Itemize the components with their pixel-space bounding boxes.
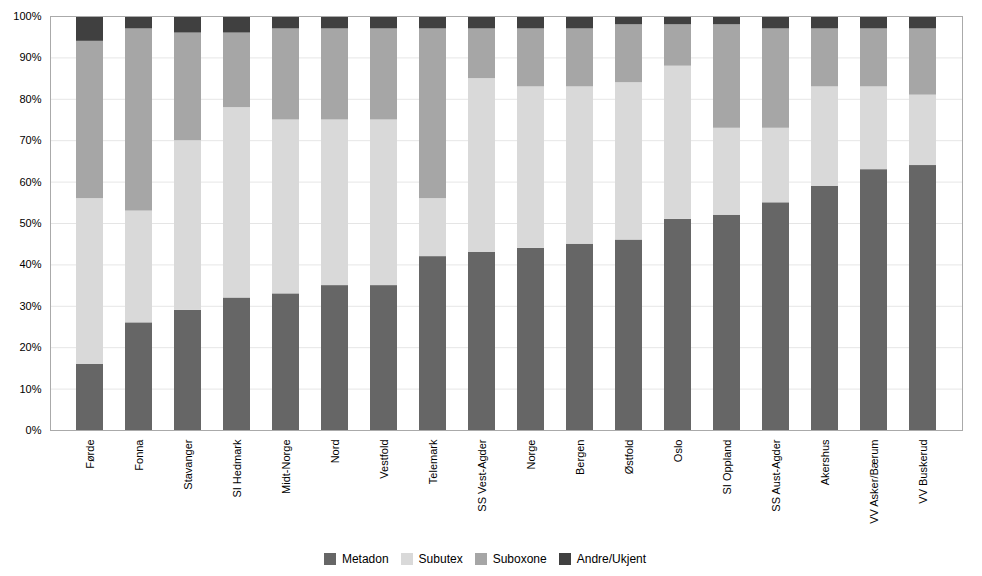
- svg-text:100%: 100%: [13, 10, 41, 22]
- svg-text:SI Oppland: SI Oppland: [721, 440, 733, 495]
- svg-text:SI Hedmark: SI Hedmark: [231, 439, 243, 498]
- svg-text:60%: 60%: [19, 176, 41, 188]
- svg-text:Bergen: Bergen: [574, 440, 586, 475]
- svg-text:Telemark: Telemark: [427, 439, 439, 484]
- svg-text:Norge: Norge: [525, 440, 537, 470]
- svg-text:Nord: Nord: [329, 440, 341, 464]
- svg-text:30%: 30%: [19, 300, 41, 312]
- html-text:Metadon: Metadon: [341, 551, 389, 566]
- svg-text:Midt-Norge: Midt-Norge: [280, 440, 292, 494]
- svg-text:80%: 80%: [19, 93, 41, 105]
- html-text:Subutex: Subutex: [418, 551, 463, 566]
- svg-text:VV Asker/Bærum: VV Asker/Bærum: [868, 440, 880, 524]
- svg-text:Oslo: Oslo: [672, 440, 684, 463]
- svg-text:50%: 50%: [19, 217, 41, 229]
- svg-text:Østfold: Østfold: [623, 440, 635, 475]
- svg-text:Fonna: Fonna: [133, 439, 145, 471]
- svg-text:0%: 0%: [26, 424, 42, 436]
- svg-text:90%: 90%: [19, 51, 41, 63]
- svg-text:10%: 10%: [19, 383, 41, 395]
- svg-text:VV Buskerud: VV Buskerud: [917, 440, 929, 504]
- html-text:Andre/Ukjent: Andre/Ukjent: [576, 551, 647, 566]
- svg-text:Akershus: Akershus: [819, 439, 831, 485]
- svg-text:SS Vest-Agder: SS Vest-Agder: [476, 439, 488, 511]
- svg-text:SS Aust-Agder: SS Aust-Agder: [770, 439, 782, 511]
- svg-text:Stavanger: Stavanger: [182, 439, 194, 489]
- svg-text:20%: 20%: [19, 341, 41, 353]
- svg-text:Vestfold: Vestfold: [378, 440, 390, 479]
- svg-text:40%: 40%: [19, 258, 41, 270]
- html-text:Suboxone: Suboxone: [492, 551, 547, 566]
- svg-text:Førde: Førde: [84, 440, 96, 469]
- svg-text:70%: 70%: [19, 134, 41, 146]
